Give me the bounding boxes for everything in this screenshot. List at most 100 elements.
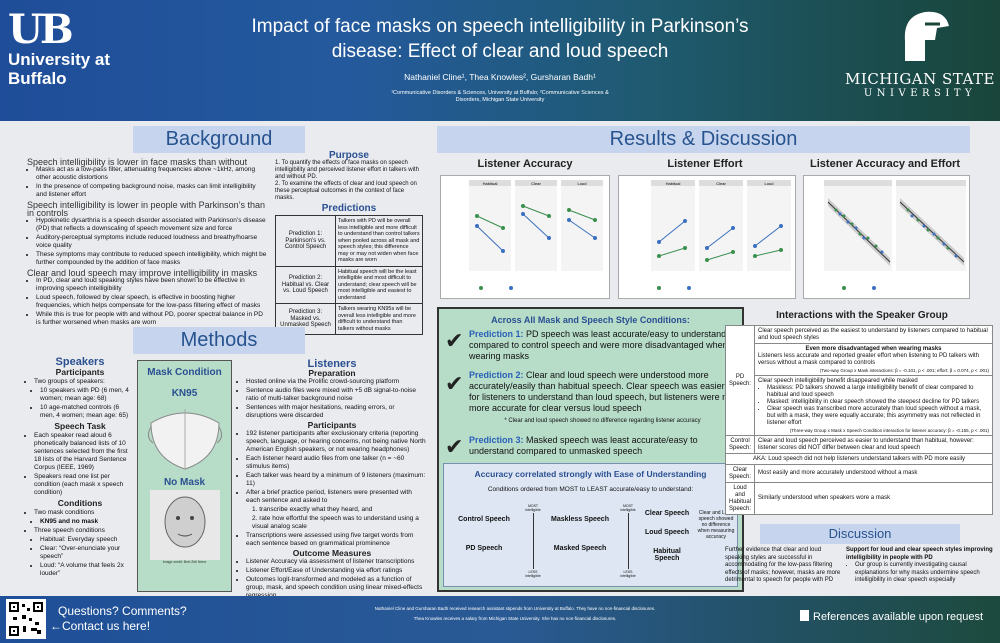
effort-lines [657, 219, 783, 262]
lp-item: 1. transcribe exactly what they heard, a… [252, 506, 373, 513]
interaction-row: Clear speech intelligibility benefit dis… [726, 375, 993, 436]
disclosure-1: Nathaniel Cline and Gursharan Badh recei… [374, 606, 656, 611]
ub-logo: UB University at Buffalo [8, 10, 138, 110]
speech-task-heading: Speech Task [54, 421, 106, 431]
order-item: PD Speech [465, 545, 503, 552]
pred-label: Prediction 3: [469, 435, 524, 445]
questions-text: Questions? Comments? [58, 604, 187, 618]
order-col-mask: Maskless Speech Masked Speech [544, 504, 616, 584]
conditions-heading: Conditions [57, 498, 103, 508]
row-cell: Even more disadvantaged when wearing mas… [754, 343, 993, 376]
summary-prediction-1: ✔ Prediction 1: PD speech was least accu… [439, 329, 742, 362]
chart-title-effort: Listener Effort [667, 158, 743, 170]
msu-university: UNIVERSITY [863, 88, 977, 99]
prediction-label: Prediction 1: Parkinson’s vs. Control Sp… [275, 215, 336, 267]
condition-item: Clear: “Over-enunciate your speech” [40, 545, 135, 561]
ub-name: University at Buffalo [8, 50, 111, 88]
results-heading: Results & Discussion [437, 126, 970, 153]
chart-title-accuracy: Listener Accuracy [477, 158, 573, 170]
order-item: Loud Speech [645, 529, 689, 536]
panel-label: Clear [716, 181, 726, 186]
contact-link[interactable]: ←Contact us here! [50, 619, 151, 633]
correlation-heading: Accuracy correlated strongly with Ease o… [474, 469, 707, 479]
effort-chart-svg: Habitual Clear Loud [651, 180, 791, 290]
mask-condition-heading: Mask Condition [147, 367, 222, 378]
methods-heading: Methods [133, 327, 305, 354]
row-aka: AKA: Loud speech did not help listeners … [725, 453, 993, 465]
ub-monogram: UB [8, 6, 74, 53]
lp-item: 192 listener participants after exclusio… [246, 430, 427, 454]
correlation-box: Accuracy correlated strongly with Ease o… [443, 463, 738, 587]
order-col-group: Control Speech PD Speech [448, 504, 520, 584]
prediction-label: Prediction 2: Habitual vs. Clear vs. Lou… [275, 265, 336, 304]
least-label: LESS intelligible [525, 570, 541, 578]
order-item: Clear Speech [644, 510, 690, 517]
preparation-heading: Preparation [308, 368, 356, 378]
listener-participants-heading: Participants [307, 420, 357, 430]
authors: Nathaniel Cline¹, Thea Knowles², Gurshar… [404, 72, 596, 82]
lp-item: After a brief practice period, listeners… [246, 489, 427, 505]
row-text: Most easily and more accurately understo… [754, 464, 993, 483]
listeners-heading: Listeners [307, 358, 357, 370]
condition-item: Loud: “A volume that feels 2x louder” [40, 562, 135, 578]
face-portrait-icon [149, 490, 220, 560]
bg-bullet: Loud speech, followed by clear speech, i… [36, 294, 268, 310]
row-text: Clear and loud speech perceived as easie… [754, 435, 993, 454]
row-text: Clear speech intelligibility benefit dis… [758, 377, 918, 384]
prediction-row: Prediction 2: Habitual vs. Clear vs. Lou… [275, 265, 423, 304]
row-label: Clear Speech: [724, 464, 756, 483]
chart-title-correlation: Listener Accuracy and Effort [810, 158, 960, 170]
row-stat: (Two-way Group x Mask interactions: β = … [819, 367, 989, 373]
most-label: MOST intelligible [620, 504, 636, 512]
document-icon [800, 610, 809, 621]
bg-bullet: Masks act as a low-pass filter, attenuat… [36, 166, 268, 182]
prediction-text: Talkers wearing KN95s will be overall le… [335, 303, 423, 335]
lp-item: 2. rate how effortful the speech was to … [252, 515, 419, 530]
style-note: Clear and Loud speech showed no differen… [697, 510, 735, 540]
task-item: Speakers read one list per condition (ea… [34, 473, 135, 497]
affiliations: ¹Communicative Disorders & Sciences, Uni… [391, 90, 609, 103]
order-col-style: Clear Speech Loud Speech Habitual Speech [640, 504, 694, 584]
order-text: Conditions ordered from MOST to LEAST ac… [487, 486, 694, 493]
interaction-row: Loud and Habitual Speech: Similarly unde… [724, 482, 993, 515]
pred-label: Prediction 1: [469, 329, 524, 339]
interaction-row: Even more disadvantaged when wearing mas… [726, 343, 993, 376]
purpose-item: 1. To quantify the effects of face masks… [275, 160, 419, 180]
background-heading: Background [133, 126, 305, 153]
predictions-heading: Predictions [321, 203, 377, 214]
listeners-panel: Listeners Preparation Hosted online via … [237, 358, 427, 600]
row-bullet: Masked: intelligibility in clear speech … [767, 399, 989, 406]
scatter-points [834, 208, 950, 250]
bg-bullet: Hypokinetic dysarthria is a speech disor… [36, 217, 268, 233]
bg-bullet: In PD, clear and loud speaking styles ha… [36, 277, 268, 293]
prediction-text: Habitual speech will be the least intell… [335, 265, 423, 304]
msu-logo: MICHIGAN STATE UNIVERSITY [845, 6, 995, 116]
qr-code-icon[interactable] [6, 599, 46, 639]
speakers-panel: Speakers Participants Two groups of spea… [25, 357, 135, 592]
predictions-summary-box: Across All Mask and Speech Style Conditi… [437, 307, 744, 592]
nomask-label: No Mask [163, 477, 206, 488]
panel-label: Loud [578, 181, 587, 186]
interactions-heading: Interactions with the Speaker Group [776, 310, 948, 321]
predictions-table: Prediction 1: Parkinson’s vs. Control Sp… [275, 215, 423, 335]
interaction-row: Control Speech: Clear and loud speech pe… [724, 435, 993, 454]
arrow-col: MOST intelligible LESS intelligible [521, 504, 545, 580]
interaction-row: AKA: Loud speech did not help listeners … [725, 453, 993, 465]
interaction-row: Clear Speech: Most easily and more accur… [724, 464, 993, 483]
interactions-table: PD Speech: Clear speech perceived as the… [724, 325, 993, 515]
header-banner: UB University at Buffalo Impact of face … [0, 0, 1000, 121]
speaker-item: 10 speakers with PD (6 men, 4 women; mea… [40, 387, 135, 403]
bg-subheading-2: Speech intelligibility is lower in peopl… [27, 200, 265, 218]
order-item: Habitual Speech [653, 548, 681, 562]
row-bullet: Maskless: PD talkers showed a large inte… [767, 385, 989, 399]
accuracy-lines [475, 204, 597, 253]
poster-title: Impact of face masks on speech intelligi… [251, 16, 749, 62]
pred-note: * Clear and loud speech showed no differ… [504, 418, 701, 424]
pred-text: Masked speech was least accurate/easy to… [469, 435, 698, 456]
row-text: Similarly understood when speakers wore … [754, 482, 993, 515]
lp-item: Each listener heard audio files from one… [246, 455, 427, 471]
discussion-heading: Discussion [760, 524, 960, 544]
arrow-icon [627, 513, 629, 569]
image-credit: Image credit: Bret Zell Nene [162, 560, 207, 564]
panel-label: Habitual [666, 181, 681, 186]
